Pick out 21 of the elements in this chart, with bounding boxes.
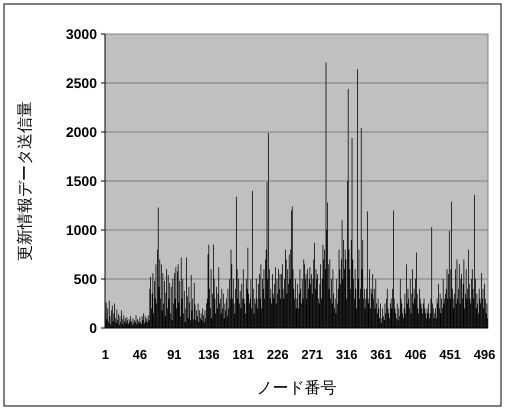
x-tick-label: 226 [266,347,289,362]
x-tick-label: 451 [439,347,461,362]
y-tick-label: 1500 [66,173,98,189]
x-tick-label: 496 [474,347,496,362]
y-axis-title: 更新情報データ送信量 [16,101,34,261]
x-tick-label: 136 [198,347,220,362]
x-tick-label: 361 [370,347,392,362]
y-tick-label: 0 [89,320,98,336]
y-tick-label: 3000 [66,26,98,42]
x-tick-label: 406 [404,347,426,362]
x-axis-title: ノード番号 [256,379,336,397]
x-tick-label: 271 [301,347,324,362]
x-tick-label: 46 [132,347,148,362]
x-tick-label: 181 [232,347,254,362]
x-tick-label: 1 [102,347,109,362]
y-tick-label: 1000 [66,222,98,238]
x-tick-label: 91 [167,347,182,362]
y-tick-label: 2500 [66,75,98,91]
y-tick-label: 2000 [66,124,98,140]
y-tick-label: 500 [74,271,98,287]
x-tick-label: 316 [336,347,358,362]
